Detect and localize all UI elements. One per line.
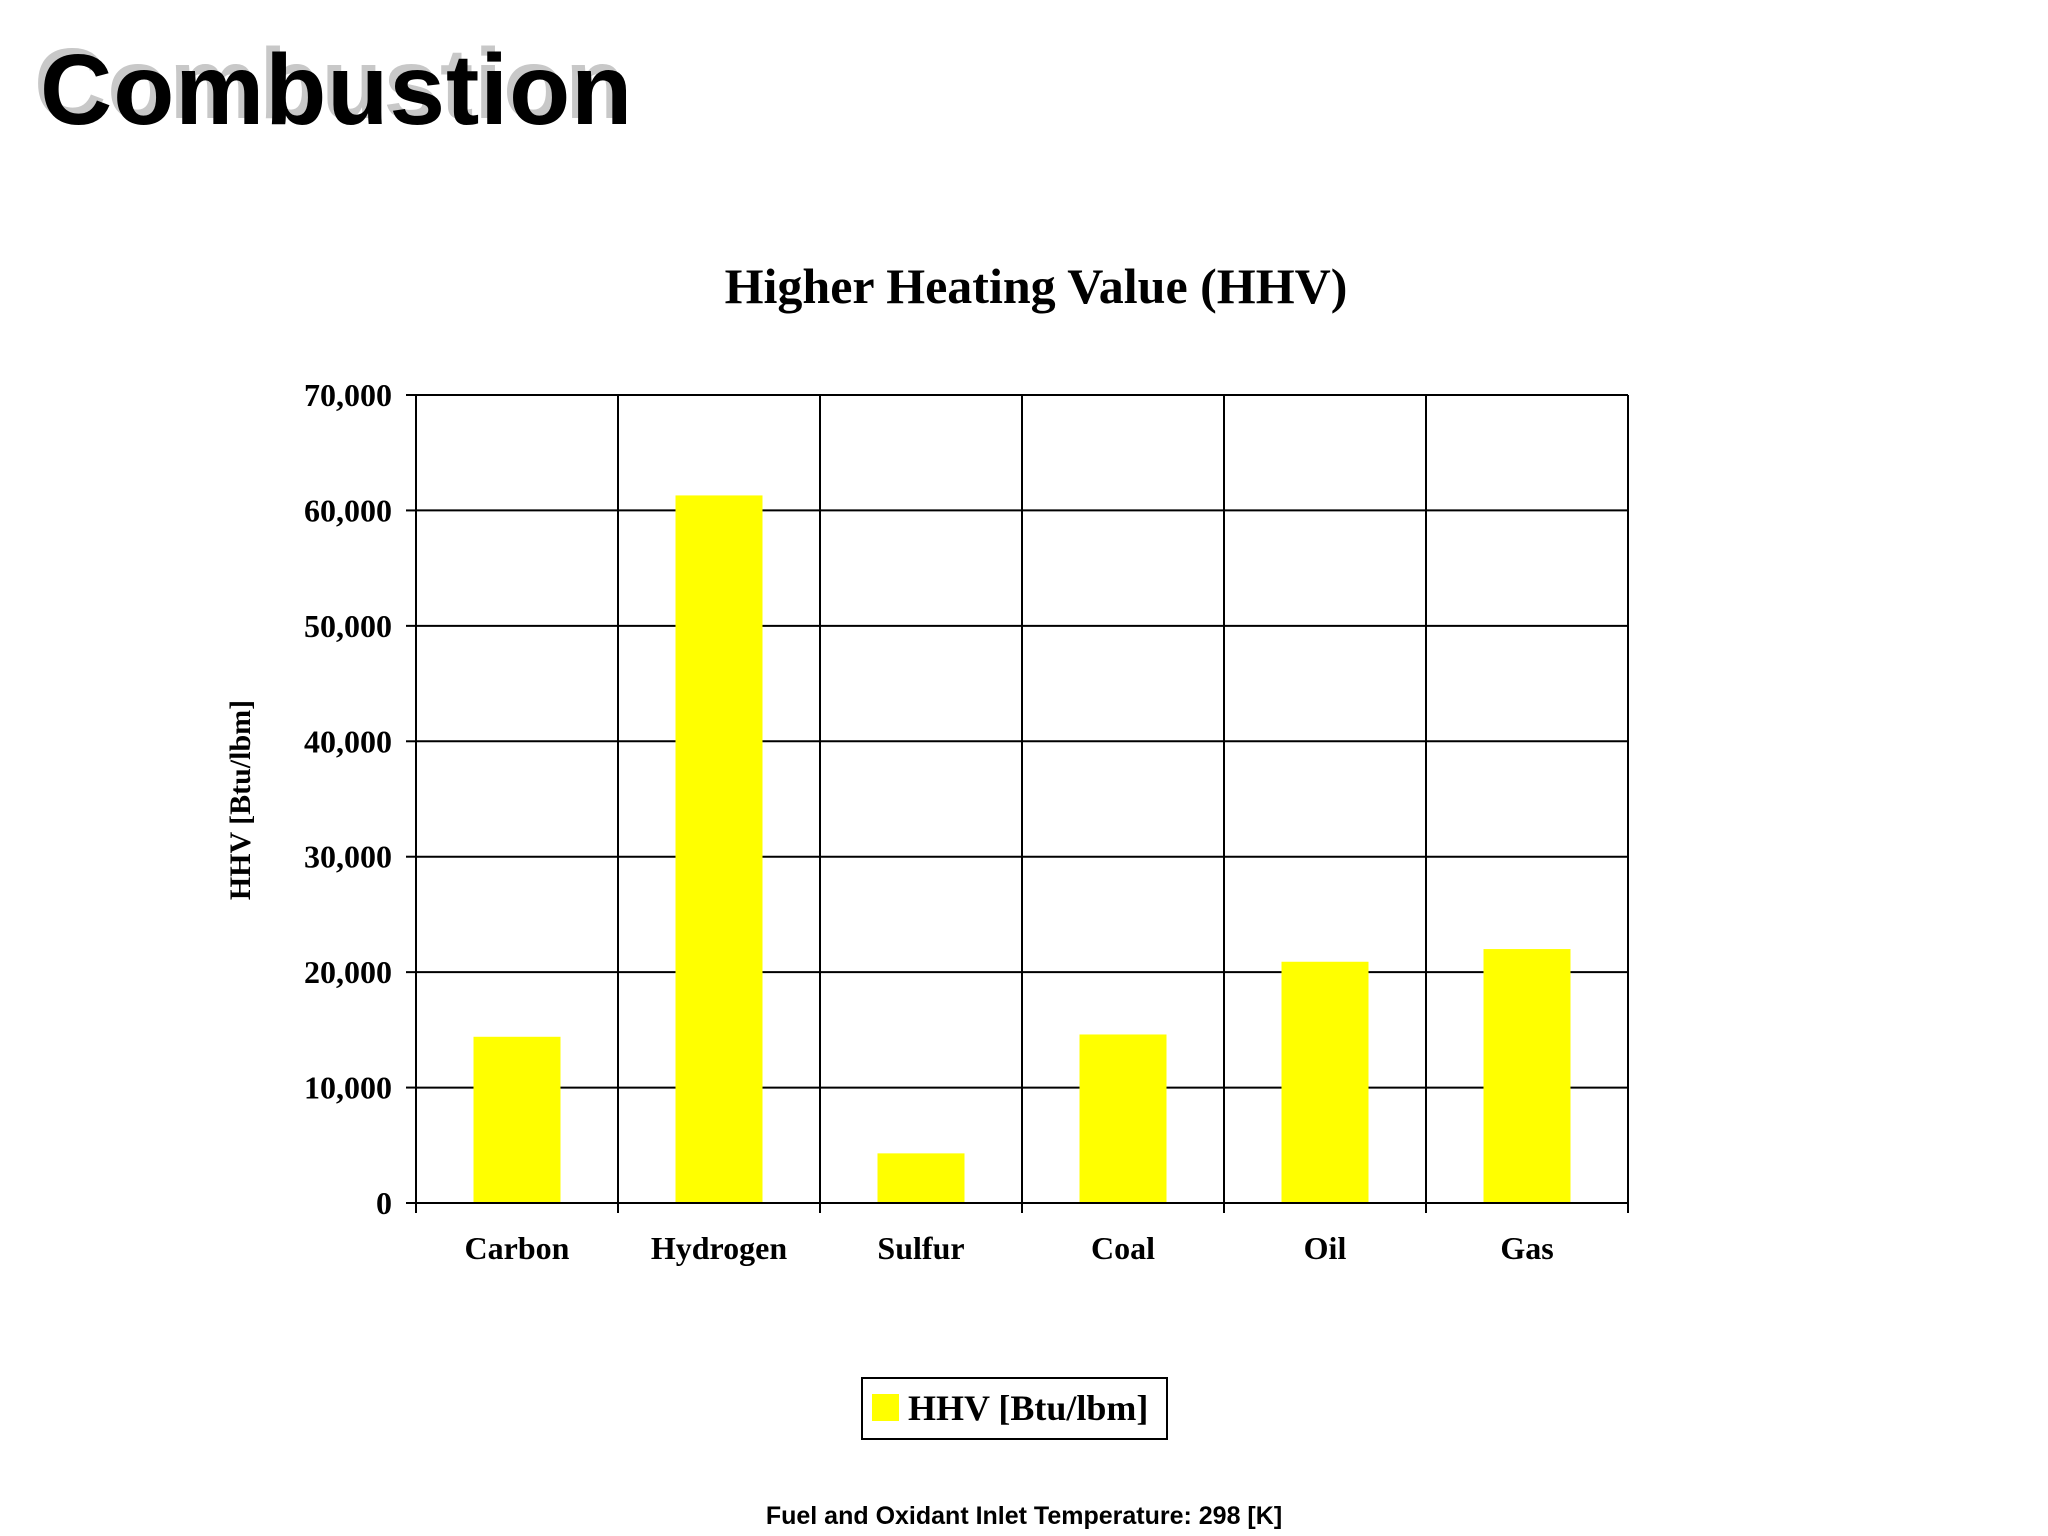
y-tick-label: 60,000	[304, 492, 392, 528]
bar-carbon	[473, 1036, 561, 1203]
bar-gas	[1483, 949, 1571, 1203]
legend-label: HHV [Btu/lbm]	[908, 1388, 1148, 1428]
bar-sulfur	[877, 1153, 965, 1203]
x-tick-labels: Carbon Hydrogen Sulfur Coal Oil Gas	[465, 1230, 1554, 1266]
y-axis-label: HHV [Btu/lbm]	[224, 700, 257, 900]
chart-legend: HHV [Btu/lbm]	[861, 1377, 1168, 1440]
chart-bars	[473, 495, 1571, 1203]
x-tick-label: Oil	[1304, 1230, 1347, 1266]
x-tick-label: Sulfur	[877, 1230, 964, 1266]
chart-title: Higher Heating Value (HHV)	[725, 258, 1348, 314]
legend-swatch	[872, 1394, 899, 1421]
y-tick-label: 20,000	[304, 954, 392, 990]
y-tick-label: 30,000	[304, 839, 392, 875]
y-tick-label: 70,000	[304, 377, 392, 413]
bar-coal	[1079, 1034, 1167, 1203]
x-tick-label: Coal	[1091, 1230, 1155, 1266]
x-tick-label: Hydrogen	[651, 1230, 788, 1266]
x-tick-label: Gas	[1500, 1230, 1553, 1266]
y-tick-label: 40,000	[304, 723, 392, 759]
chart-axes	[406, 394, 1629, 1213]
bar-oil	[1281, 961, 1369, 1203]
y-tick-labels: 0 10,000 20,000 30,000 40,000 50,000 60,000 70,…	[304, 377, 392, 1221]
legend-box	[861, 1377, 1168, 1440]
x-tick-label: Carbon	[465, 1230, 570, 1266]
footnote-inlet-temperature: Fuel and Oxidant Inlet Temperature: 298 …	[765, 1502, 1283, 1530]
chart-grid	[416, 394, 1628, 1203]
y-tick-label: 50,000	[304, 608, 392, 644]
bar-hydrogen	[675, 495, 763, 1203]
y-tick-label: 10,000	[304, 1070, 392, 1106]
y-tick-label: 0	[376, 1185, 392, 1221]
slide-title: Combustion	[40, 34, 634, 146]
